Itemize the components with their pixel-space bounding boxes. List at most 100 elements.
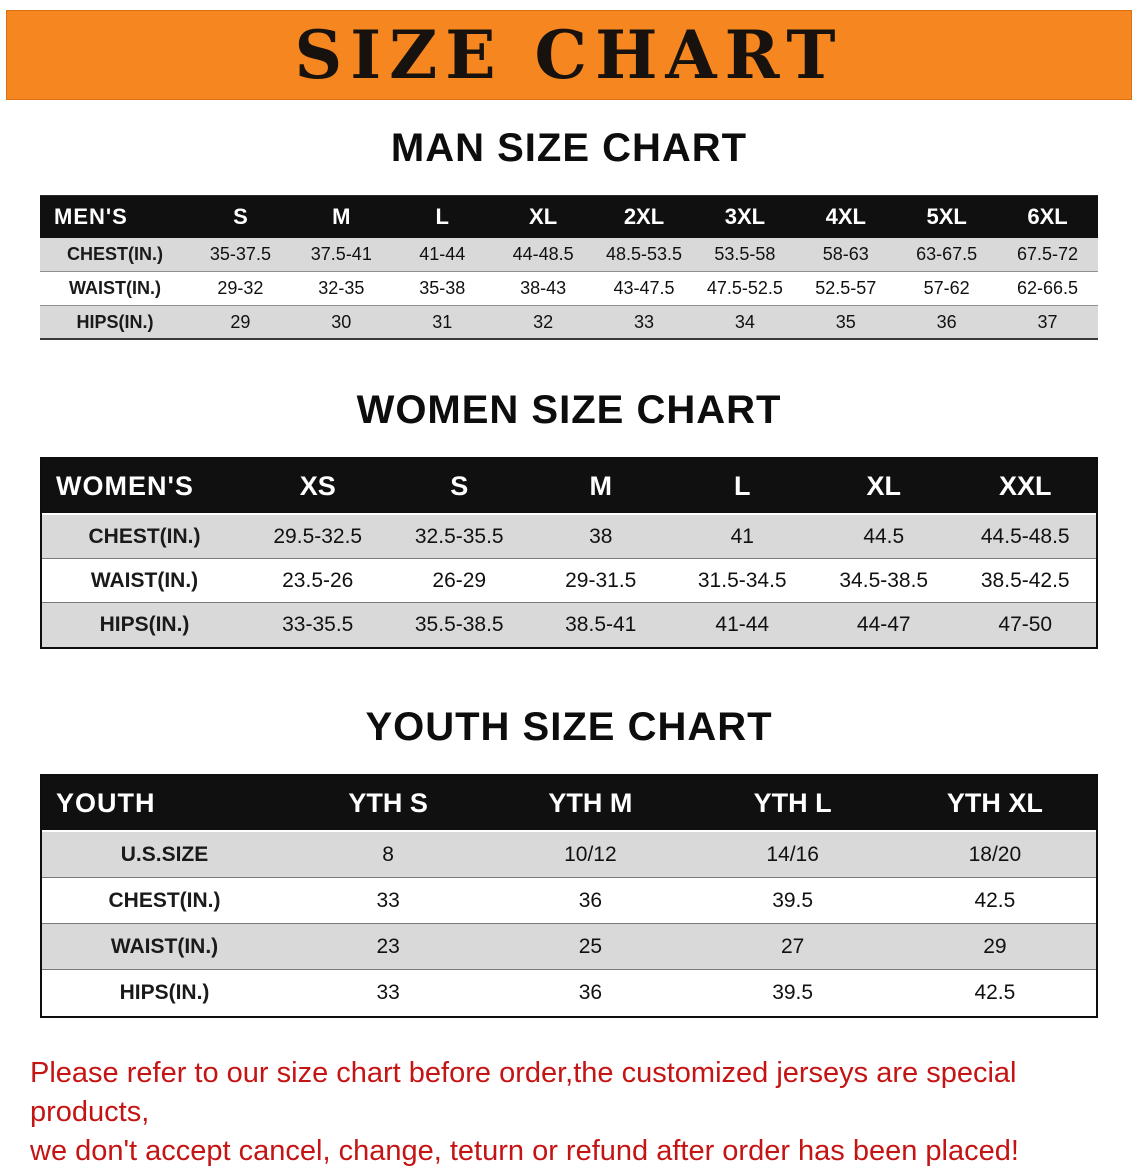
table-row: HIPS(IN.) 33 36 39.5 42.5 bbox=[42, 970, 1096, 1016]
table-cell: 47.5-52.5 bbox=[706, 278, 783, 298]
table-cell: 33 bbox=[633, 311, 654, 332]
table-header-row: YOUTH YTH S YTH M YTH L YTH XL bbox=[42, 776, 1096, 832]
table-row: WAIST(IN.) 23.5-26 26-29 29-31.5 31.5-34.5 34… bbox=[42, 559, 1096, 603]
column-header: 5XL bbox=[926, 204, 967, 229]
table-cell: 37.5-41 bbox=[310, 244, 372, 264]
table-cell: 34 bbox=[734, 311, 755, 332]
table-cell: 32-35 bbox=[318, 278, 365, 298]
footer-note-line-2: we don't accept cancel, change, teturn o… bbox=[30, 1135, 1019, 1168]
table-row: CHEST(IN.) 29.5-32.5 32.5-35.5 38 41 44.5 44.5… bbox=[42, 515, 1096, 559]
table-cell: 44.5-48.5 bbox=[980, 524, 1070, 548]
men-section: MAN SIZE CHART MEN'S S M L XL 2XL 3XL 4XL 5XL 6XL… bbox=[0, 126, 1138, 340]
table-header-row: MEN'S S M L XL 2XL 3XL 4XL 5XL 6XL bbox=[40, 196, 1098, 238]
table-cell: 35-38 bbox=[419, 278, 466, 298]
women-size-table: WOMEN'S XS S M L XL XXL CHEST(IN.) 29.5-32.5 32.5… bbox=[40, 457, 1098, 649]
table-cell: 38-43 bbox=[520, 278, 567, 298]
table-cell: 36 bbox=[936, 311, 957, 332]
table-cell: 67.5-72 bbox=[1017, 244, 1079, 264]
row-label: CHEST(IN.) bbox=[67, 244, 163, 264]
column-header: S bbox=[450, 470, 469, 501]
table-cell: 38.5-41 bbox=[565, 613, 637, 636]
column-header: S bbox=[233, 204, 248, 229]
column-header: XS bbox=[299, 470, 336, 501]
table-cell: 52.5-57 bbox=[815, 278, 877, 298]
column-header: L bbox=[435, 204, 449, 229]
table-cell: 23.5-26 bbox=[282, 568, 354, 592]
men-size-table: MEN'S S M L XL 2XL 3XL 4XL 5XL 6XL CHEST(IN.) 35-37… bbox=[40, 195, 1098, 340]
table-cell: 62-66.5 bbox=[1017, 278, 1079, 298]
table-cell: 53.5-58 bbox=[714, 244, 776, 264]
table-cell: 44-47 bbox=[856, 613, 911, 636]
row-label: CHEST(IN.) bbox=[88, 524, 201, 548]
table-cell: 44.5 bbox=[863, 524, 905, 548]
youth-size-table: YOUTH YTH S YTH M YTH L YTH XL U.S.SIZE 8 10/12… bbox=[40, 774, 1098, 1018]
row-label: WAIST(IN.) bbox=[110, 934, 219, 958]
table-header-label: YOUTH bbox=[56, 787, 156, 818]
table-cell: 8 bbox=[382, 842, 394, 866]
table-cell: 25 bbox=[578, 934, 603, 958]
table-cell: 29-32 bbox=[217, 278, 264, 298]
table-row: CHEST(IN.) 35-37.5 37.5-41 41-44 44-48.5 48.5… bbox=[40, 238, 1098, 272]
table-cell: 23 bbox=[376, 934, 400, 958]
column-header: L bbox=[734, 470, 751, 501]
table-cell: 36 bbox=[578, 981, 603, 1004]
table-cell: 39.5 bbox=[772, 981, 814, 1004]
table-cell: 41-44 bbox=[715, 613, 770, 636]
table-cell: 31 bbox=[432, 311, 453, 332]
table-header-row: WOMEN'S XS S M L XL XXL bbox=[42, 459, 1096, 515]
table-cell: 58-63 bbox=[822, 244, 869, 264]
table-cell: 57-62 bbox=[923, 278, 970, 298]
table-cell: 29 bbox=[230, 311, 251, 332]
table-row: HIPS(IN.) 29 30 31 32 33 34 35 36 37 bbox=[40, 306, 1098, 340]
table-cell: 41-44 bbox=[419, 244, 466, 264]
row-label: WAIST(IN.) bbox=[90, 568, 199, 592]
table-cell: 36 bbox=[578, 888, 603, 912]
table-cell: 10/12 bbox=[564, 842, 617, 866]
column-header: 2XL bbox=[623, 204, 665, 229]
table-cell: 48.5-53.5 bbox=[605, 244, 683, 264]
table-cell: 35-37.5 bbox=[209, 244, 271, 264]
table-row: HIPS(IN.) 33-35.5 35.5-38.5 38.5-41 41-44 44-… bbox=[42, 603, 1096, 647]
column-header: 6XL bbox=[1027, 204, 1068, 229]
column-header: YTH XL bbox=[946, 787, 1043, 818]
table-cell: 38.5-42.5 bbox=[980, 568, 1070, 592]
row-label: WAIST(IN.) bbox=[69, 278, 161, 298]
table-cell: 33-35.5 bbox=[282, 613, 354, 636]
column-header: YTH L bbox=[753, 787, 832, 818]
table-header-label: WOMEN'S bbox=[56, 470, 194, 501]
table-cell: 30 bbox=[331, 311, 352, 332]
table-cell: 29.5-32.5 bbox=[273, 524, 363, 548]
women-section: WOMEN SIZE CHART WOMEN'S XS S M L XL XXL CHEST(… bbox=[0, 388, 1138, 649]
table-cell: 39.5 bbox=[772, 888, 814, 912]
table-cell: 33 bbox=[376, 981, 400, 1004]
table-cell: 43-47.5 bbox=[613, 278, 675, 298]
table-cell: 29 bbox=[983, 934, 1007, 958]
table-cell: 42.5 bbox=[974, 981, 1016, 1004]
row-label: HIPS(IN.) bbox=[119, 981, 210, 1004]
footer-note-line-1: Please refer to our size chart before or… bbox=[30, 1057, 1017, 1129]
column-header: 3XL bbox=[724, 204, 766, 229]
table-cell: 29-31.5 bbox=[565, 568, 637, 592]
column-header: YTH M bbox=[548, 787, 633, 818]
banner: SIZE CHART bbox=[6, 10, 1132, 100]
table-cell: 35 bbox=[835, 311, 856, 332]
table-cell: 63-67.5 bbox=[916, 244, 978, 264]
table-cell: 27 bbox=[780, 934, 805, 958]
table-cell: 31.5-34.5 bbox=[697, 568, 787, 592]
table-cell: 35.5-38.5 bbox=[414, 613, 504, 636]
women-section-heading: WOMEN SIZE CHART bbox=[356, 388, 782, 432]
table-cell: 42.5 bbox=[974, 888, 1016, 912]
table-cell: 33 bbox=[376, 888, 400, 912]
table-cell: 18/20 bbox=[968, 842, 1022, 866]
table-row: U.S.SIZE 8 10/12 14/16 18/20 bbox=[42, 832, 1096, 878]
column-header: 4XL bbox=[825, 204, 866, 229]
column-header: XXL bbox=[998, 470, 1052, 501]
table-cell: 26-29 bbox=[432, 568, 487, 592]
table-cell: 38 bbox=[589, 524, 613, 548]
column-header: XL bbox=[529, 204, 558, 229]
banner-title: SIZE CHART bbox=[294, 16, 844, 94]
row-label: HIPS(IN.) bbox=[99, 613, 190, 636]
table-row: CHEST(IN.) 33 36 39.5 42.5 bbox=[42, 878, 1096, 924]
column-header: YTH S bbox=[348, 787, 428, 818]
